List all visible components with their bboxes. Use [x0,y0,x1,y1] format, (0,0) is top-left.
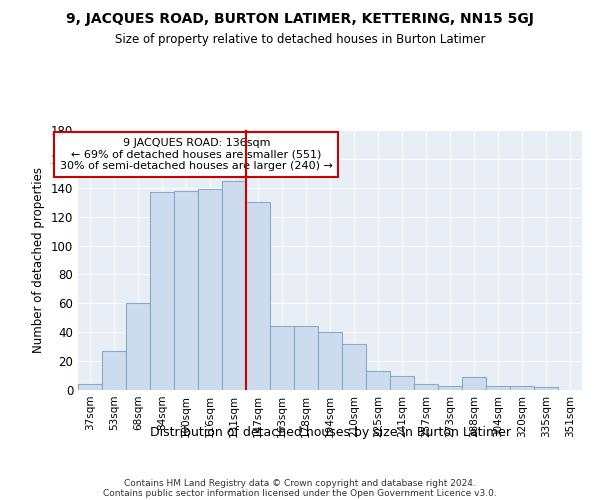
Bar [78,384,102,390]
Text: 9, JACQUES ROAD, BURTON LATIMER, KETTERING, NN15 5GJ: 9, JACQUES ROAD, BURTON LATIMER, KETTERI… [66,12,534,26]
Bar [366,371,390,390]
Bar [246,202,270,390]
Bar [414,384,438,390]
Bar [150,192,174,390]
Bar [342,344,366,390]
Text: Contains public sector information licensed under the Open Government Licence v3: Contains public sector information licen… [103,488,497,498]
Bar [534,387,558,390]
Bar [222,180,246,390]
Bar [174,190,198,390]
Bar [126,304,150,390]
Text: Size of property relative to detached houses in Burton Latimer: Size of property relative to detached ho… [115,32,485,46]
Y-axis label: Number of detached properties: Number of detached properties [32,167,45,353]
Bar [102,351,126,390]
Text: 9 JACQUES ROAD: 136sqm
← 69% of detached houses are smaller (551)
30% of semi-de: 9 JACQUES ROAD: 136sqm ← 69% of detached… [60,138,333,171]
Bar [294,326,318,390]
Text: Distribution of detached houses by size in Burton Latimer: Distribution of detached houses by size … [149,426,511,439]
Bar [198,189,222,390]
Bar [318,332,342,390]
Text: Contains HM Land Registry data © Crown copyright and database right 2024.: Contains HM Land Registry data © Crown c… [124,478,476,488]
Bar [510,386,534,390]
Bar [486,386,510,390]
Bar [390,376,414,390]
Bar [462,377,486,390]
Bar [438,386,462,390]
Bar [270,326,294,390]
